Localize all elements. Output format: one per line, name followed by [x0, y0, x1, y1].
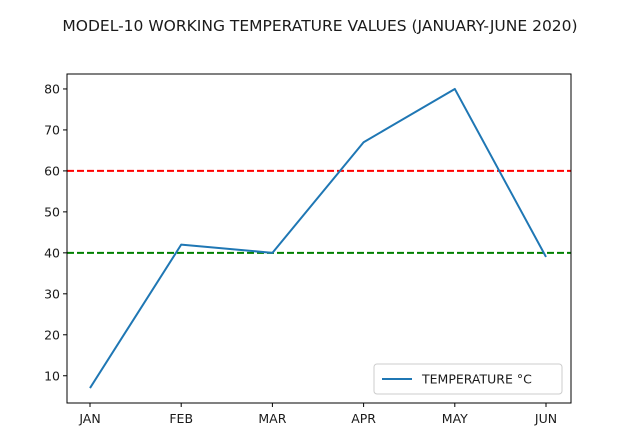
- legend: TEMPERATURE °C: [373, 363, 563, 395]
- x-tick-label-apr: APR: [351, 411, 376, 426]
- y-tick-label: 70: [44, 122, 60, 137]
- x-tick-label-may: MAY: [442, 411, 468, 426]
- chart-title: MODEL-10 WORKING TEMPERATURE VALUES (JAN…: [62, 17, 578, 35]
- y-tick-label: 40: [44, 245, 60, 260]
- y-tick-label: 60: [44, 163, 60, 178]
- y-tick-label: 20: [44, 327, 60, 342]
- x-tick-label-feb: FEB: [169, 411, 193, 426]
- y-tick-label: 50: [44, 204, 60, 219]
- x-tick-label-jan: JAN: [78, 411, 100, 426]
- y-tick-label: 80: [44, 81, 60, 96]
- y-tick-label: 30: [44, 286, 60, 301]
- x-tick-label-mar: MAR: [258, 411, 286, 426]
- x-tick-label-jun: JUN: [534, 411, 557, 426]
- plot-area-frame: [66, 73, 572, 404]
- legend-label: TEMPERATURE °C: [421, 372, 532, 387]
- legend-box: [373, 363, 563, 395]
- series-line-0: [89, 87, 547, 389]
- y-tick-label: 10: [44, 368, 60, 383]
